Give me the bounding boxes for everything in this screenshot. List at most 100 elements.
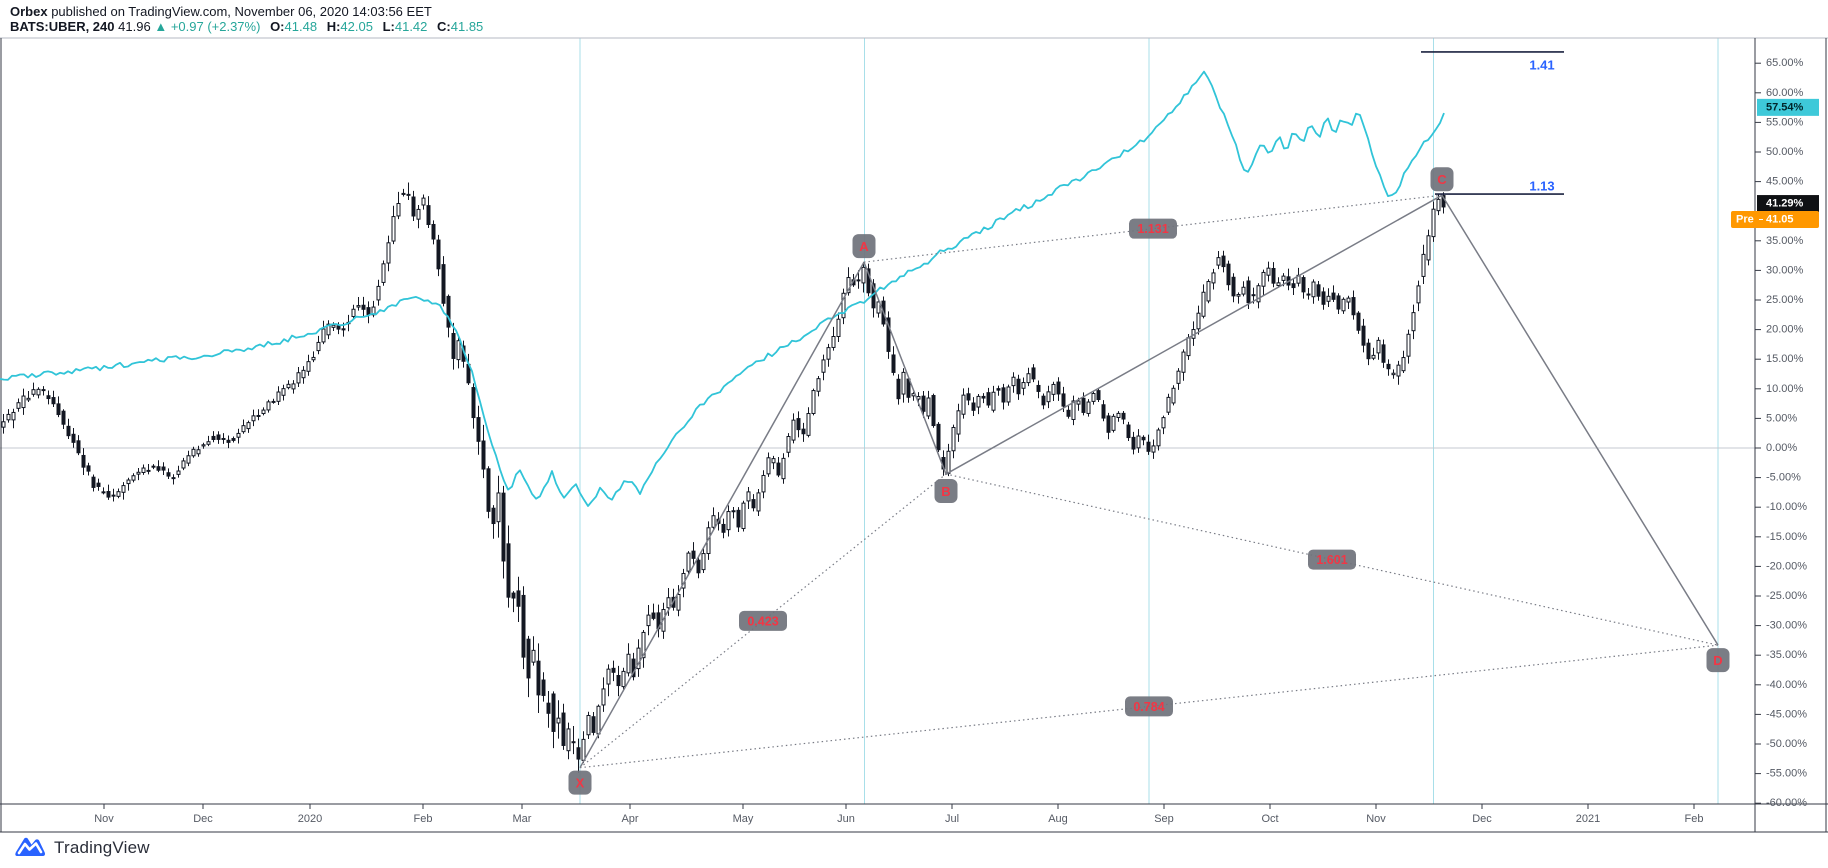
candle-body xyxy=(21,395,26,409)
pattern-point-badge-C[interactable] xyxy=(1430,167,1454,192)
candle-body xyxy=(136,471,141,475)
candle-body xyxy=(1431,208,1436,238)
candle-body xyxy=(736,509,741,528)
candle-body xyxy=(816,378,821,392)
harmonic-pattern[interactable]: 0.423 1.131 1.601 0.784 X A B C D xyxy=(568,167,1730,795)
candle-body xyxy=(786,436,791,453)
candle-body xyxy=(126,479,131,485)
ratio-badge-label: 1.601 xyxy=(1316,553,1347,567)
price-tick-label: 55.00% xyxy=(1766,116,1804,128)
candlestick-series[interactable] xyxy=(1,182,1446,773)
premarket-badge xyxy=(1731,210,1819,228)
price-axis[interactable]: 65.00% 60.00% 55.00% 50.00% 45.00% 35.00% 30.0… xyxy=(1755,57,1807,809)
price-tick-label: -5.00% xyxy=(1766,472,1801,484)
pattern-point-badge-B[interactable] xyxy=(934,479,958,504)
symbol-interval[interactable]: BATS:UBER, 240 xyxy=(10,19,115,34)
open-value: 41.48 xyxy=(284,19,318,34)
candle-body xyxy=(1031,367,1036,380)
pattern-solid-line-BC[interactable] xyxy=(945,194,1443,475)
candle-body xyxy=(6,413,11,421)
candle-body xyxy=(1171,387,1176,404)
candle-body xyxy=(1291,283,1296,289)
candle-body xyxy=(301,369,306,379)
pattern-solid-line-XA[interactable] xyxy=(579,261,865,769)
compare-last-badge xyxy=(1757,98,1819,116)
candle-body xyxy=(666,597,671,609)
chart-header: Orbex published on TradingView.com, Nove… xyxy=(10,4,483,34)
symbol-last-value: 41.29% xyxy=(1766,198,1804,210)
candle-body xyxy=(46,395,51,400)
pattern-point-badge-X[interactable] xyxy=(568,770,592,795)
ratio-badge xyxy=(1129,218,1177,239)
time-axis[interactable]: Nov Dec 2020 Feb Mar Apr May Jun Jul Aug Sep Oct Nov… xyxy=(94,804,1703,825)
candle-body xyxy=(841,292,846,319)
candle-body xyxy=(321,328,326,343)
candle-body xyxy=(566,728,571,752)
candle-body xyxy=(1111,415,1116,431)
candle-body xyxy=(306,361,311,372)
candle-body xyxy=(426,205,431,225)
candle-body xyxy=(361,304,366,310)
cycle-lines[interactable] xyxy=(579,38,1719,804)
candle-body xyxy=(791,419,796,441)
price-tick-label: 25.00% xyxy=(1766,294,1804,306)
candle-body xyxy=(991,391,996,411)
candle-body xyxy=(546,702,551,714)
candle-body xyxy=(1251,294,1256,297)
candle-body xyxy=(1241,286,1246,295)
candle-body xyxy=(1081,397,1086,413)
candle-body xyxy=(501,492,506,562)
candle-body xyxy=(826,347,831,360)
candle-body xyxy=(96,482,101,487)
candle-body xyxy=(1221,255,1226,268)
pattern-solid-line-AB[interactable] xyxy=(863,261,947,475)
candle-body xyxy=(1336,295,1341,310)
candle-body xyxy=(1271,267,1276,284)
price-tick-label: 0.00% xyxy=(1766,442,1797,454)
candle-body xyxy=(36,388,41,396)
low-label: L: xyxy=(382,19,395,34)
candle-body xyxy=(1056,381,1061,395)
candle-body xyxy=(621,670,626,688)
candle-body xyxy=(1391,372,1396,376)
candle-body xyxy=(601,688,606,706)
candle-body xyxy=(891,354,896,373)
candle-body xyxy=(1366,342,1371,360)
price-tick-label: -50.00% xyxy=(1766,738,1807,750)
pattern-solid-line-CD[interactable] xyxy=(1441,194,1719,646)
price-tick-label: 10.00% xyxy=(1766,383,1804,395)
tradingview-logo-icon xyxy=(15,837,45,856)
tradingview-attribution[interactable]: TradingView xyxy=(14,836,150,860)
candle-body xyxy=(476,417,481,442)
candle-body xyxy=(646,614,651,627)
candle-body xyxy=(571,741,576,744)
candle-body xyxy=(366,307,371,316)
candle-body xyxy=(761,474,766,493)
candle-body xyxy=(506,543,511,598)
price-tick-label: -10.00% xyxy=(1766,501,1807,513)
candle-body xyxy=(1341,298,1346,312)
candle-body xyxy=(1091,393,1096,402)
pattern-point-badge-A[interactable] xyxy=(852,234,876,259)
price-tick-label: -60.00% xyxy=(1766,797,1807,809)
candle-body xyxy=(1316,284,1321,297)
candle-body xyxy=(751,499,756,509)
time-tick-label: Oct xyxy=(1261,813,1278,825)
candle-body xyxy=(261,409,266,415)
pattern-dotted-line-BD[interactable] xyxy=(945,473,1719,646)
candle-body xyxy=(456,340,461,361)
compare-line-series[interactable] xyxy=(0,70,1445,507)
pattern-point-badge-D[interactable] xyxy=(1706,648,1730,673)
candle-body xyxy=(81,454,86,468)
pattern-point-label-A: A xyxy=(859,239,869,254)
level-lines[interactable]: 1.41 1.13 xyxy=(1421,51,1564,195)
candle-body xyxy=(206,441,211,445)
price-tick-label: -15.00% xyxy=(1766,531,1807,543)
candle-body xyxy=(961,394,966,415)
candle-body xyxy=(1196,312,1201,330)
candle-body xyxy=(676,593,681,611)
time-tick-label: Dec xyxy=(193,813,213,825)
candle-body xyxy=(396,203,401,217)
candle-body xyxy=(201,444,206,447)
